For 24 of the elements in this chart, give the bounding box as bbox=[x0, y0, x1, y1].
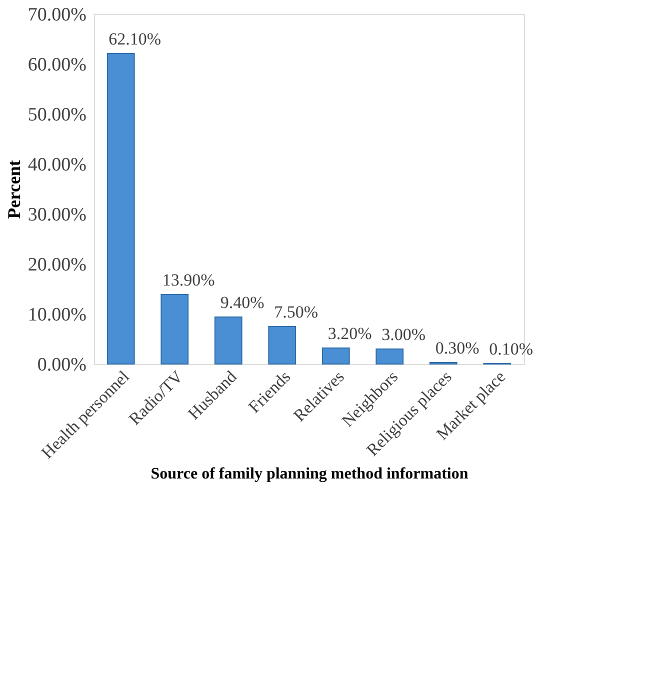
bar bbox=[160, 294, 189, 364]
bar bbox=[376, 348, 404, 364]
bar bbox=[214, 316, 242, 364]
data-label: 3.00% bbox=[382, 325, 426, 344]
y-tick-label: 70.00% bbox=[28, 4, 87, 26]
y-axis-title: Percent bbox=[4, 160, 24, 219]
data-label: 0.10% bbox=[489, 340, 534, 358]
y-tick-label: 50.00% bbox=[28, 104, 87, 126]
x-axis-title: Source of family planning method information bbox=[150, 466, 468, 483]
data-label: 62.10% bbox=[108, 30, 162, 48]
y-tick-label: 20.00% bbox=[28, 254, 87, 276]
bar bbox=[106, 53, 135, 364]
bar bbox=[322, 348, 350, 364]
data-label: 0.30% bbox=[435, 338, 480, 358]
data-label: 7.50% bbox=[274, 302, 318, 322]
y-tick-label: 30.00% bbox=[28, 204, 87, 226]
bar bbox=[268, 326, 296, 364]
y-tick-label: 40.00% bbox=[28, 154, 87, 176]
y-tick-label: 10.00% bbox=[28, 304, 87, 326]
data-label: 3.20% bbox=[328, 324, 372, 343]
data-label: 13.90% bbox=[162, 270, 215, 290]
data-label: 9.40% bbox=[220, 293, 264, 312]
y-tick-label: 60.00% bbox=[28, 54, 87, 76]
y-tick-label: 0.00% bbox=[37, 354, 87, 376]
